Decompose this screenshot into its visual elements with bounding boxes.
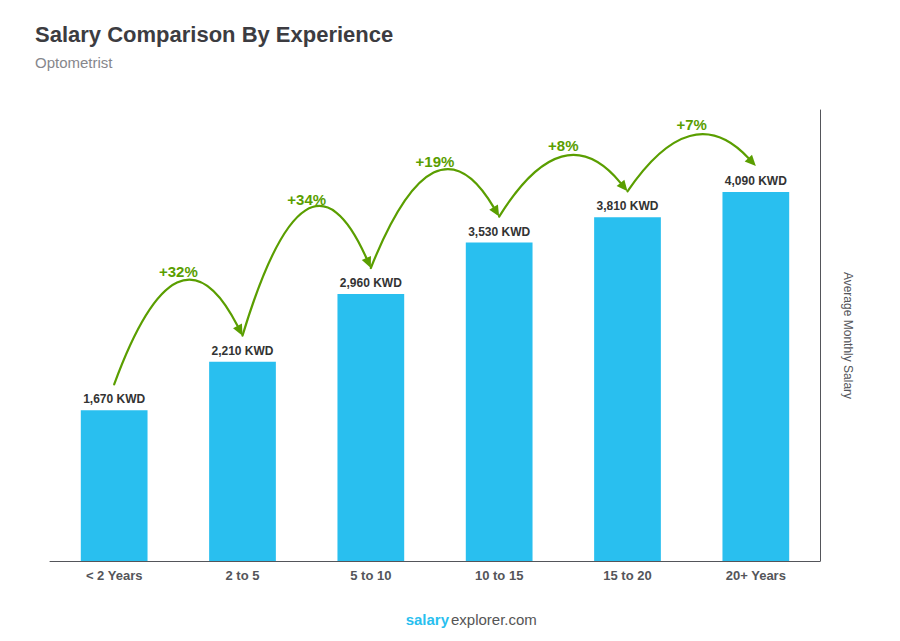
- svg-text:Optometrist: Optometrist: [35, 54, 113, 71]
- svg-text:20+ Years: 20+ Years: [726, 568, 786, 583]
- svg-text:2,210 KWD: 2,210 KWD: [211, 344, 273, 358]
- svg-text:3,530 KWD: 3,530 KWD: [468, 225, 530, 239]
- svg-text:+34%: +34%: [287, 191, 326, 208]
- svg-text:salary: salary: [406, 611, 450, 628]
- svg-text:1,670 KWD: 1,670 KWD: [83, 392, 145, 406]
- svg-text:2,960 KWD: 2,960 KWD: [340, 276, 402, 290]
- svg-text:+7%: +7%: [676, 116, 706, 133]
- svg-text:2 to 5: 2 to 5: [226, 568, 260, 583]
- svg-text:+19%: +19%: [416, 153, 455, 170]
- svg-text:+32%: +32%: [159, 263, 198, 280]
- svg-text:15 to 20: 15 to 20: [603, 568, 651, 583]
- svg-text:5 to 10: 5 to 10: [350, 568, 391, 583]
- svg-text:< 2 Years: < 2 Years: [86, 568, 143, 583]
- svg-text:explorer.com: explorer.com: [451, 611, 537, 628]
- svg-text:4,090 KWD: 4,090 KWD: [725, 174, 787, 188]
- svg-text:Average Monthly Salary: Average Monthly Salary: [841, 272, 855, 399]
- svg-text:+8%: +8%: [548, 137, 578, 154]
- svg-text:3,810 KWD: 3,810 KWD: [596, 199, 658, 213]
- svg-text:10 to 15: 10 to 15: [475, 568, 523, 583]
- svg-text:Salary Comparison By Experienc: Salary Comparison By Experience: [35, 22, 393, 47]
